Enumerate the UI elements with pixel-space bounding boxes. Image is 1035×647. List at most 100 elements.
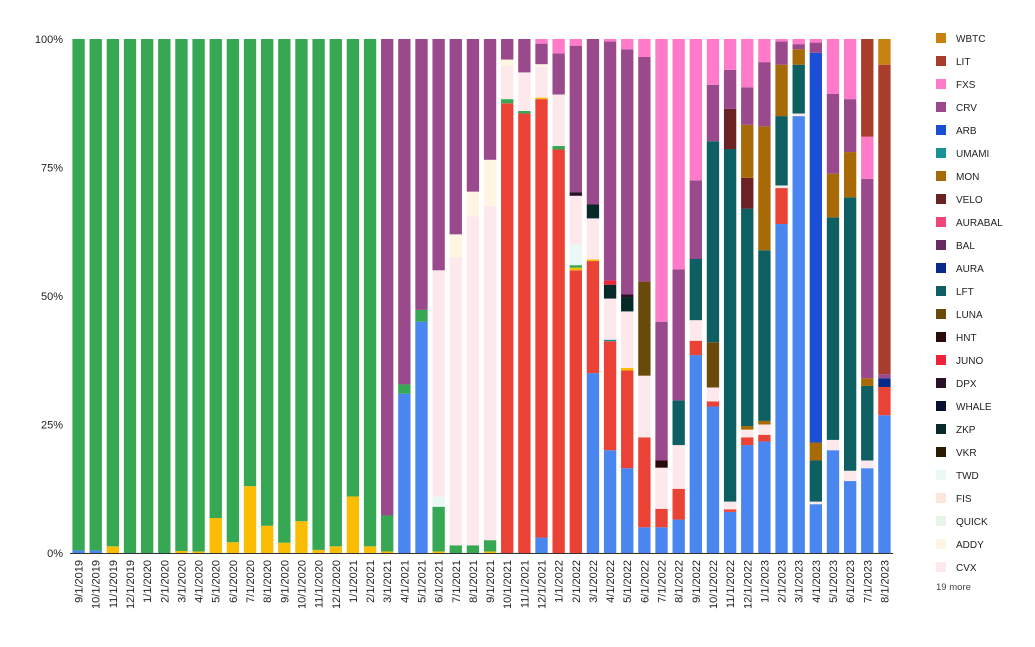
bar-segment-blue	[535, 537, 548, 553]
bar-segment-green	[312, 39, 325, 550]
bar-segment-fxs	[535, 39, 548, 44]
bar-segment-yellow	[278, 542, 291, 553]
bar	[140, 39, 154, 553]
bar-segment-yellow	[586, 259, 600, 262]
bar-segment-red	[741, 437, 754, 446]
bar-segment-green	[192, 39, 205, 552]
bar-segment-blue	[72, 550, 85, 553]
x-tick-label: 7/1/2022	[657, 560, 669, 603]
legend-item: VELO	[936, 194, 983, 206]
bar	[209, 39, 222, 553]
bar-segment-yellow	[621, 367, 634, 371]
bar-segment-cvx	[432, 270, 445, 497]
legend-item: UMAMI	[936, 148, 989, 160]
bar-segment-cvx	[466, 216, 480, 546]
bar-segment-aura	[878, 378, 891, 387]
bar-segment-mon	[843, 152, 857, 198]
legend-swatch	[936, 33, 946, 43]
bar-segment-fxs	[758, 39, 771, 63]
bar-segment-crv	[723, 69, 737, 109]
legend-label: WHALE	[956, 402, 992, 413]
bar-segment-green	[295, 39, 308, 522]
bar-segment-crv	[706, 84, 720, 142]
x-tick-label: 9/1/2020	[279, 560, 291, 603]
legend-more-link[interactable]: 19 more	[936, 582, 971, 593]
x-tick-label: 8/1/2022	[674, 560, 686, 603]
legend-item: CVX	[936, 562, 977, 574]
bar-segment-red	[878, 386, 891, 416]
bar-segment-blue	[415, 321, 428, 553]
bar-segment-cvx	[741, 429, 754, 438]
legend-item: AURABAL	[936, 217, 1003, 229]
x-tick-label: 1/1/2020	[142, 560, 154, 603]
bar-segment-fxs	[655, 39, 668, 322]
bar-segment-hnt	[655, 460, 668, 468]
bar-segment-blue	[689, 355, 702, 553]
bar-segment-luna	[638, 281, 651, 376]
bar-segment-yellow	[569, 267, 582, 271]
bar-segment-lft	[723, 149, 737, 502]
bar-segment-yellow	[243, 486, 257, 553]
bar-segment-lft	[706, 141, 720, 343]
bar-segment-green	[261, 39, 274, 526]
bar-segment-blue	[89, 550, 102, 553]
bar-segment-mon	[809, 442, 823, 461]
bars-group	[72, 39, 891, 554]
bar-segment-crv	[826, 94, 840, 174]
bar-segment-green	[501, 99, 514, 104]
legend-swatch	[936, 332, 946, 342]
legend-swatch	[936, 447, 946, 457]
bar-segment-cvx	[638, 375, 651, 438]
bar-segment-crv	[672, 269, 685, 401]
bar	[621, 39, 634, 553]
bar-segment-cvx	[706, 387, 720, 402]
bar	[346, 39, 360, 553]
bar-segment-cvx	[586, 218, 600, 260]
bar	[278, 39, 291, 553]
bar-segment-yellow	[295, 521, 308, 553]
x-tick-label: 12/1/2019	[125, 560, 137, 609]
bar-segment-green	[72, 39, 85, 551]
bar-segment-fxs	[861, 136, 874, 179]
bar-segment-fxs	[569, 39, 582, 46]
bar-segment-crv	[689, 180, 702, 259]
bar	[243, 39, 257, 553]
legend-label: JUNO	[956, 356, 983, 367]
bar-segment-lit	[878, 64, 891, 375]
bar-segment-yellow	[483, 551, 497, 553]
bar-segment-green	[415, 309, 428, 322]
bar-segment-mon	[775, 64, 788, 117]
bar-segment-fxs	[741, 39, 754, 88]
bar-segment-red	[552, 149, 565, 553]
bar	[809, 39, 823, 553]
legend-label: UMAMI	[956, 149, 989, 160]
bar-segment-velo	[741, 177, 754, 209]
x-tick-label: 12/1/2022	[742, 560, 754, 609]
bar	[415, 39, 428, 553]
legend-label: ZKP	[956, 425, 976, 436]
bar-segment-luna	[706, 342, 720, 388]
bar-segment-dpx	[569, 192, 582, 196]
legend-label: WBTC	[956, 34, 985, 45]
bar-segment-mon	[758, 420, 771, 425]
bar	[226, 39, 240, 553]
bar-segment-red	[501, 103, 514, 553]
bar-segment-green	[243, 39, 257, 487]
legend-swatch	[936, 355, 946, 365]
legend-label: AURABAL	[956, 218, 1003, 229]
bar-segment-dpx	[621, 294, 634, 298]
x-tick-label: 10/1/2021	[502, 560, 514, 609]
bar-segment-green	[89, 39, 102, 551]
bar-segment-blue	[741, 445, 754, 553]
bar-segment-cvx	[552, 94, 565, 146]
legend-item: WHALE	[936, 401, 992, 413]
legend-item: ADDY	[936, 539, 984, 551]
bar-segment-red	[758, 434, 771, 442]
y-tick-label: 75%	[41, 163, 63, 175]
bar-segment-blue	[603, 450, 617, 553]
legend-swatch	[936, 125, 946, 135]
bar	[72, 39, 85, 553]
legend-swatch	[936, 79, 946, 89]
x-tick-label: 7/1/2021	[451, 560, 463, 603]
y-axis: 0% 25% 50% 75% 100%	[35, 34, 893, 560]
